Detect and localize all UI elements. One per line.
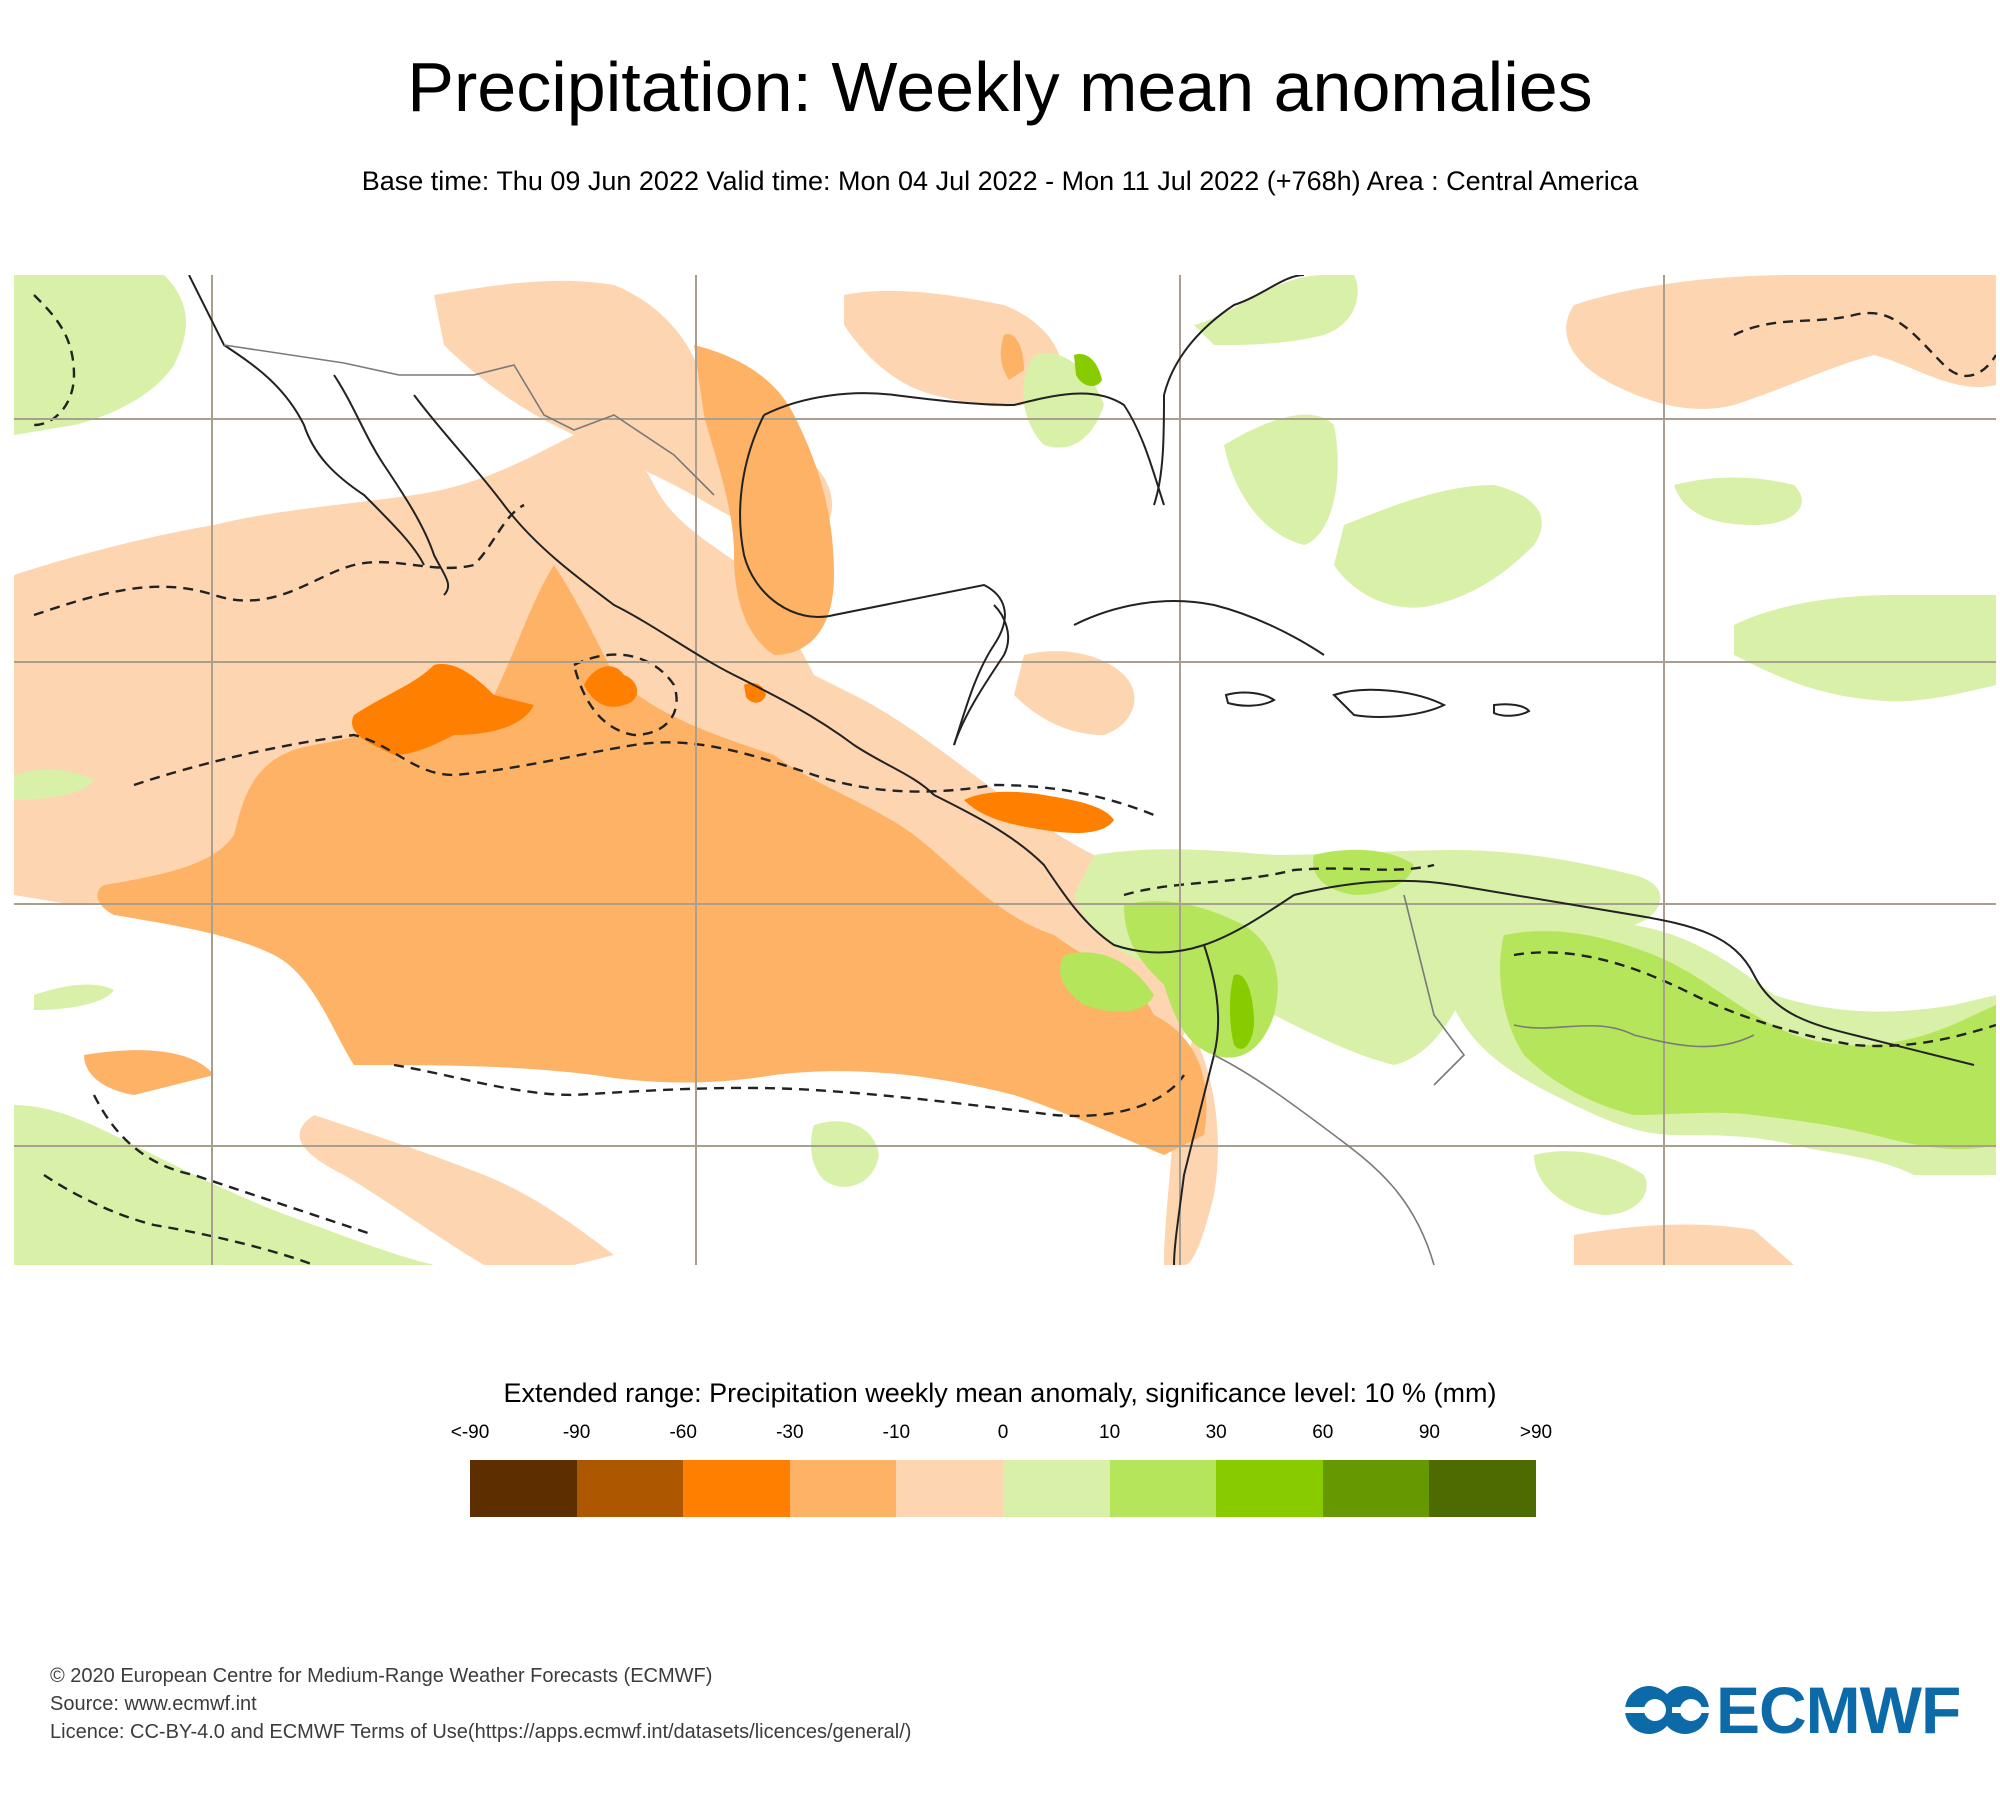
coast-baja-gulf <box>333 374 450 596</box>
page-title: Precipitation: Weekly mean anomalies <box>407 48 1593 126</box>
ecmwf-logo-icon <box>1622 1686 1712 1734</box>
legend-swatch <box>576 1460 684 1517</box>
wet-orinoco <box>1534 1151 1647 1215</box>
wet-west-spot-1 <box>14 769 94 800</box>
wet-bahamas <box>1224 414 1338 545</box>
color-legend: <-90 -90 -60 -30 -10 0 10 30 60 90 >90 <box>451 1422 1552 1517</box>
licence-text: Licence: CC-BY-4.0 and ECMWF Terms of Us… <box>50 1721 912 1743</box>
legend-tick-label: 90 <box>1418 1422 1440 1443</box>
legend-tick-label: -90 <box>562 1422 591 1443</box>
dry-band-us-spot <box>1000 334 1024 380</box>
wet-nw-corner <box>14 275 186 435</box>
dry-fringe-us-southeast <box>844 290 1062 407</box>
legend-tick-label: -60 <box>669 1422 697 1443</box>
legend-tick-label: 30 <box>1205 1422 1227 1443</box>
wet-florida-east <box>1194 275 1358 345</box>
legend-tick-label: >90 <box>1519 1422 1553 1443</box>
wet-atlantic-central <box>1334 485 1542 608</box>
dry-core-central <box>584 666 638 707</box>
legend-tick-label: -30 <box>776 1422 804 1443</box>
border-venezuela-brazil <box>1513 1024 1755 1048</box>
sig-contour-sa <box>1513 951 1996 1048</box>
wet-cent-am-pacific <box>1060 952 1154 1012</box>
legend-swatch <box>1429 1460 1537 1517</box>
coast-sa-pacific <box>1173 944 1220 1265</box>
sig-contour-pacific-1 <box>33 503 525 617</box>
wet-atlantic-east <box>1734 595 1996 702</box>
gridlines <box>14 275 1996 1265</box>
legend-swatch <box>789 1460 897 1517</box>
border-peru-ecuador <box>1213 1054 1435 1265</box>
legend-tick-label: <-90 <box>450 1422 490 1443</box>
coast-baja-pacific <box>188 275 425 566</box>
legend-swatch <box>896 1460 1004 1517</box>
dry-fringe-south-edge <box>1574 1224 1794 1265</box>
dry-fringe-southwest <box>299 1115 614 1265</box>
significance-contours <box>33 294 1996 1265</box>
sig-contour-caribbean <box>1123 863 1435 897</box>
sig-contour-pacific-4 <box>572 653 678 737</box>
region-east-pacific-dry-core <box>352 664 1114 833</box>
dry-core-west <box>352 664 534 755</box>
copyright-text: © 2020 European Centre for Medium-Range … <box>50 1665 713 1687</box>
precipitation-anomaly-map <box>14 275 1996 1265</box>
legend-tick-label: 0 <box>997 1422 1009 1443</box>
legend-swatch <box>683 1460 791 1517</box>
coast-hispaniola <box>1332 688 1447 718</box>
region-central-america-wet <box>1074 354 1254 1049</box>
sig-contour-pacific-3 <box>393 1063 1185 1118</box>
ecmwf-logo: ECMWF <box>1622 1670 1962 1750</box>
dry-band-mexico <box>694 345 834 655</box>
sig-contour-pacific-2 <box>133 733 1155 817</box>
legend-tick-label: -10 <box>882 1422 911 1443</box>
borders <box>223 344 1755 1265</box>
region-east-pacific-dry-band <box>84 334 1207 1155</box>
dry-band-main <box>97 565 1207 1155</box>
dry-band-west-spur <box>84 1050 214 1095</box>
dry-fringe-yucatan-east <box>1014 651 1135 735</box>
coast-central-america <box>933 794 1295 954</box>
wet-colombia-core <box>1229 974 1254 1049</box>
legend-swatch <box>1109 1460 1217 1517</box>
coast-south-america <box>1293 879 1975 1066</box>
coastlines <box>188 275 1975 1265</box>
footer: © 2020 European Centre for Medium-Range … <box>50 1662 911 1746</box>
source-text: Source: www.ecmwf.int <box>50 1693 257 1715</box>
dry-core-east <box>964 791 1114 833</box>
coast-gulf-mexico <box>739 414 1006 746</box>
coast-jamaica <box>1224 691 1276 707</box>
sig-contour-pacific-5 <box>92 1094 375 1237</box>
coast-yucatan <box>953 604 1010 746</box>
wet-atlantic-northeast <box>1674 477 1802 525</box>
border-us-mexico <box>223 344 715 496</box>
region-northwest-pacific-wet <box>14 275 1996 1010</box>
legend-title: Extended range: Precipitation weekly mea… <box>503 1378 1497 1408</box>
map-canvas <box>14 275 1996 1265</box>
coast-us-atlantic <box>1153 275 1305 506</box>
coast-mexico-pacific <box>413 394 935 796</box>
legend-swatch <box>1003 1460 1110 1517</box>
wet-west-spot-2 <box>34 984 114 1010</box>
wet-panama <box>1313 849 1414 895</box>
wet-sa-main <box>1500 931 1996 1150</box>
border-colombia-venezuela <box>1403 894 1466 1086</box>
coast-cuba <box>1073 600 1325 656</box>
sig-contour-sw <box>43 1174 315 1265</box>
wet-florida-core <box>1074 354 1102 387</box>
sig-contour-atlantic <box>1733 312 1996 377</box>
legend-swatch <box>1216 1460 1324 1517</box>
coast-gulf-north <box>763 392 1165 506</box>
coast-puerto-rico <box>1493 703 1531 717</box>
legend-swatch <box>1322 1460 1430 1517</box>
legend-swatch <box>470 1460 577 1517</box>
legend-tick-label: 10 <box>1099 1422 1121 1443</box>
dry-fringe-north-atlantic <box>1566 275 1996 409</box>
wet-galapagos-west <box>811 1121 879 1187</box>
legend-tick-label: 60 <box>1312 1422 1334 1443</box>
page-subtitle: Base time: Thu 09 Jun 2022 Valid time: M… <box>361 166 1639 196</box>
ecmwf-logo-text: ECMWF <box>1716 1673 1961 1747</box>
